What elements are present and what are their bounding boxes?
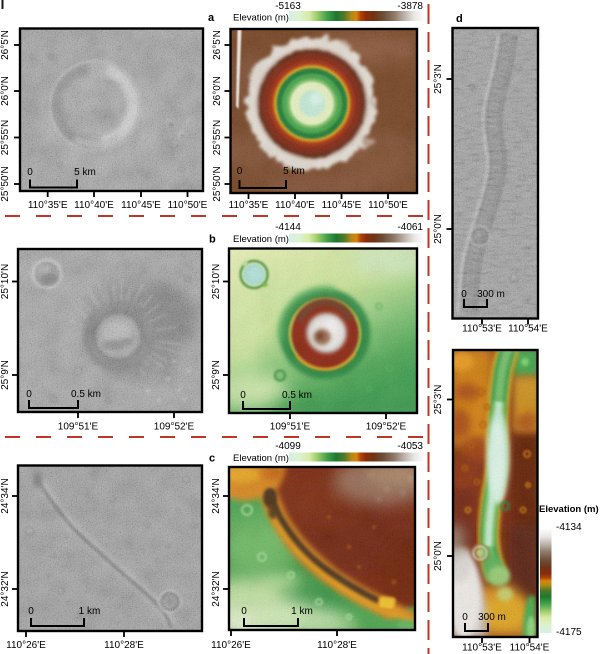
svg-text:24°32'N: 24°32'N [0, 571, 11, 606]
svg-text:110°54'E: 110°54'E [510, 643, 550, 654]
svg-text:300 m: 300 m [478, 612, 506, 623]
svg-text:26°5'N: 26°5'N [0, 30, 11, 60]
svg-text:110°50'E: 110°50'E [368, 200, 408, 211]
svg-text:25°3'N: 25°3'N [433, 385, 444, 415]
svg-text:5 km: 5 km [283, 166, 305, 177]
svg-text:a: a [208, 12, 215, 24]
svg-text:300 m: 300 m [477, 289, 505, 300]
svg-text:0: 0 [462, 612, 468, 623]
svg-text:-4134: -4134 [556, 522, 582, 533]
svg-text:26°5'N: 26°5'N [212, 30, 223, 60]
svg-text:110°45'E: 110°45'E [322, 200, 362, 211]
svg-text:-4099: -4099 [275, 441, 301, 452]
svg-text:b: b [209, 234, 216, 246]
svg-text:c: c [209, 453, 215, 465]
svg-text:110°40'E: 110°40'E [275, 200, 315, 211]
svg-text:25°3'N: 25°3'N [433, 64, 444, 94]
svg-text:110°28'E: 110°28'E [104, 640, 144, 651]
svg-text:5 km: 5 km [74, 167, 96, 178]
svg-text:24°32'N: 24°32'N [211, 571, 222, 606]
svg-text:25°10'N: 25°10'N [0, 264, 11, 299]
svg-text:0: 0 [241, 606, 247, 617]
svg-text:25°9'N: 25°9'N [0, 360, 11, 390]
svg-text:-5163: -5163 [275, 1, 301, 12]
svg-text:110°26'E: 110°26'E [6, 640, 46, 651]
svg-text:110°53'E: 110°53'E [462, 324, 502, 335]
svg-text:26°0'N: 26°0'N [212, 76, 223, 106]
svg-text:110°53'E: 110°53'E [462, 643, 502, 654]
svg-text:25°55'N: 25°55'N [0, 120, 11, 155]
svg-text:26°0'N: 26°0'N [0, 76, 11, 106]
svg-text:-4053: -4053 [397, 441, 423, 452]
svg-text:109°52'E: 109°52'E [366, 422, 407, 433]
svg-text:109°51'E: 109°51'E [58, 422, 99, 433]
svg-text:25°50'N: 25°50'N [0, 166, 11, 201]
svg-text:25°10'N: 25°10'N [211, 264, 222, 299]
svg-text:109°51'E: 109°51'E [270, 422, 311, 433]
svg-text:25°55'N: 25°55'N [212, 120, 223, 155]
svg-text:24°34'N: 24°34'N [0, 478, 11, 513]
svg-text:110°45'E: 110°45'E [121, 200, 161, 211]
svg-text:110°54'E: 110°54'E [508, 324, 548, 335]
svg-text:0.5 km: 0.5 km [71, 389, 101, 400]
svg-text:24°34'N: 24°34'N [211, 478, 222, 513]
svg-text:0: 0 [240, 390, 246, 401]
svg-text:110°35'E: 110°35'E [28, 200, 68, 211]
svg-text:0: 0 [237, 166, 243, 177]
svg-text:25°0'N: 25°0'N [433, 214, 444, 244]
svg-text:-4144: -4144 [275, 222, 301, 233]
svg-text:25°50'N: 25°50'N [212, 166, 223, 201]
svg-text:0.5 km: 0.5 km [282, 390, 312, 401]
svg-text:-4061: -4061 [397, 222, 423, 233]
svg-text:1 km: 1 km [291, 606, 313, 617]
svg-text:0: 0 [26, 389, 32, 400]
svg-text:d: d [456, 13, 463, 25]
svg-text:-3878: -3878 [397, 1, 423, 12]
svg-text:1 km: 1 km [79, 606, 101, 617]
svg-text:109°52'E: 109°52'E [154, 422, 195, 433]
svg-text:110°35'E: 110°35'E [229, 200, 269, 211]
svg-text:25°0'N: 25°0'N [433, 541, 444, 571]
svg-text:0: 0 [461, 289, 467, 300]
svg-text:110°50'E: 110°50'E [168, 200, 208, 211]
svg-text:0: 0 [27, 167, 33, 178]
svg-text:110°40'E: 110°40'E [74, 200, 114, 211]
svg-text:Elevation (m): Elevation (m) [233, 453, 289, 464]
svg-text:-4175: -4175 [556, 627, 582, 638]
svg-text:110°26'E: 110°26'E [211, 640, 251, 651]
svg-text:Elevation (m): Elevation (m) [539, 504, 599, 515]
svg-text:Elevation (m): Elevation (m) [233, 13, 289, 24]
svg-text:Elevation (m): Elevation (m) [233, 234, 289, 245]
svg-text:110°28'E: 110°28'E [317, 640, 357, 651]
svg-text:0: 0 [28, 606, 34, 617]
svg-text:25°9'N: 25°9'N [211, 360, 222, 390]
